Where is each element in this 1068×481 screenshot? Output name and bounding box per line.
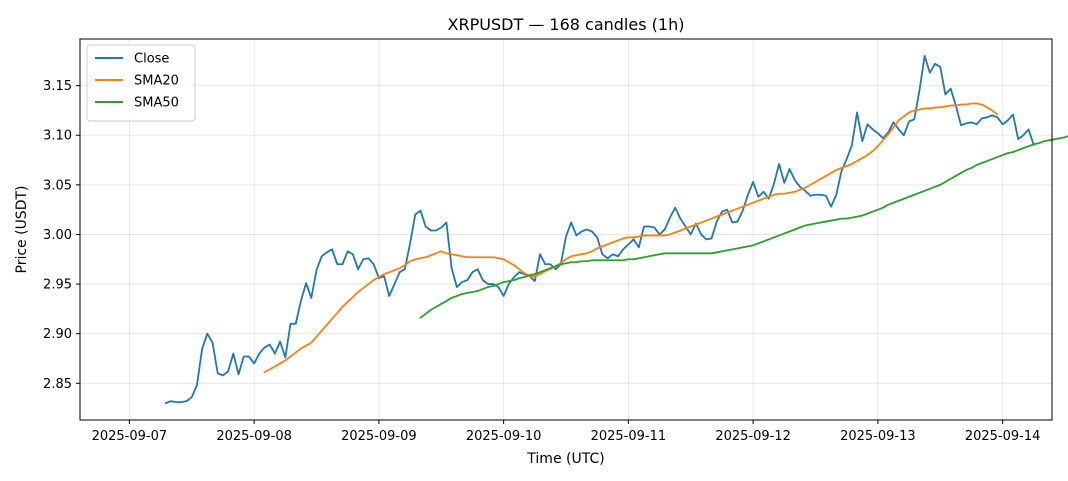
x-tick-label: 2025-09-08 bbox=[216, 429, 292, 444]
y-tick-label: 3.05 bbox=[43, 178, 72, 193]
x-tick-label: 2025-09-14 bbox=[965, 429, 1041, 444]
y-tick-label: 2.85 bbox=[43, 377, 72, 392]
axis-ticks: 2.85 2.90 2.95 3.00 3.05 3.10 3.15 2025-09-07 20… bbox=[43, 79, 1040, 444]
y-tick-label: 2.95 bbox=[43, 278, 72, 293]
x-tick-label: 2025-09-13 bbox=[840, 429, 916, 444]
chart-title: XRPUSDT — 168 candles (1h) bbox=[448, 15, 685, 34]
legend: Close SMA20 SMA50 bbox=[86, 44, 196, 122]
x-tick-label: 2025-09-10 bbox=[466, 429, 542, 444]
y-tick-label: 3.15 bbox=[43, 79, 72, 94]
y-axis-title: Price (USDT) bbox=[14, 186, 30, 274]
x-tick-label: 2025-09-07 bbox=[92, 429, 168, 444]
legend-label-close: Close bbox=[134, 52, 169, 67]
plot-frame bbox=[79, 38, 1053, 421]
y-tick-label: 2.90 bbox=[43, 327, 72, 342]
x-tick-label: 2025-09-11 bbox=[591, 429, 667, 444]
x-tick-label: 2025-09-12 bbox=[715, 429, 791, 444]
series-line-sma20 bbox=[263, 102, 999, 374]
x-axis-title: Time (UTC) bbox=[526, 451, 604, 467]
y-tick-label: 3.10 bbox=[43, 129, 72, 144]
y-tick-label: 3.00 bbox=[43, 228, 72, 243]
legend-label-sma20: SMA20 bbox=[134, 74, 179, 89]
series-line-sma50 bbox=[419, 135, 1068, 319]
series-lines bbox=[164, 54, 1068, 405]
legend-label-sma50: SMA50 bbox=[134, 96, 179, 111]
series-line-close bbox=[164, 54, 1035, 405]
x-tick-label: 2025-09-09 bbox=[341, 429, 417, 444]
